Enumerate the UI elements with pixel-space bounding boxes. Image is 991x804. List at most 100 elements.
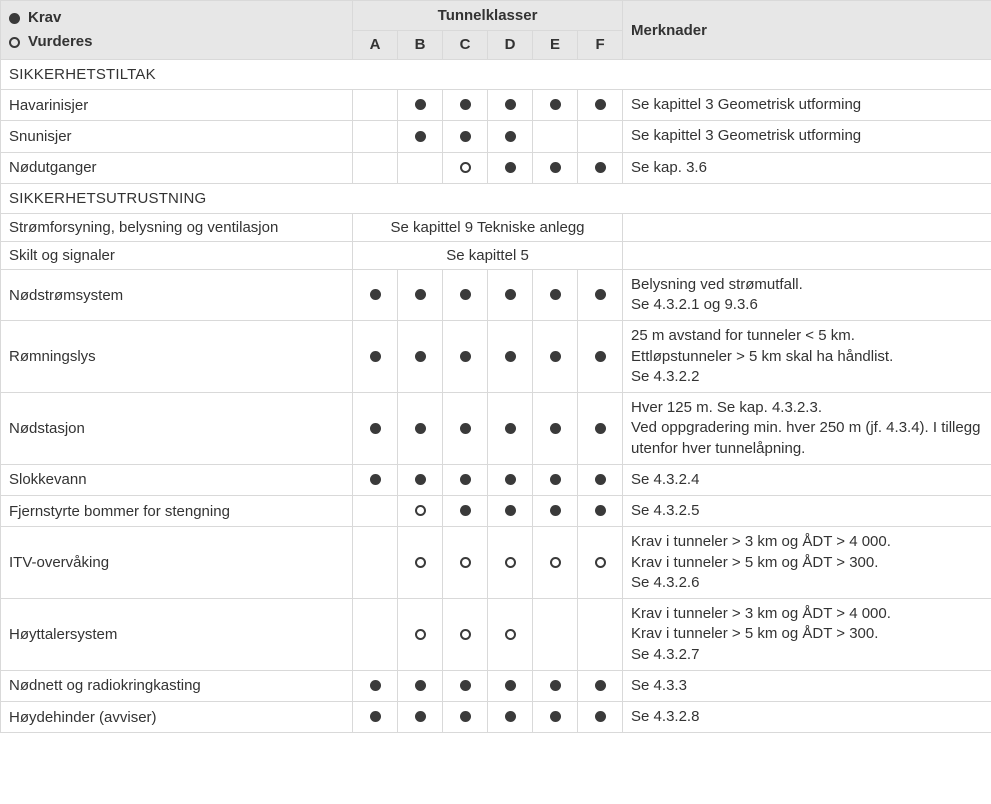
symbol-cell bbox=[443, 269, 488, 321]
row-label: ITV-overvåking bbox=[1, 527, 353, 599]
col-A: A bbox=[353, 30, 398, 60]
filled-dot-icon bbox=[460, 474, 471, 485]
symbol-cell bbox=[533, 527, 578, 599]
table-row: Nødnett og radiokringkasting Se 4.3.3 bbox=[1, 670, 991, 701]
row-note: Se 4.3.2.5 bbox=[623, 496, 991, 527]
filled-dot-icon bbox=[550, 351, 561, 362]
table-row: SnunisjerSe kapittel 3 Geometrisk utform… bbox=[1, 121, 991, 152]
row-label: Høydehinder (avviser) bbox=[1, 702, 353, 733]
row-span-text: Se kapittel 9 Tekniske anlegg bbox=[353, 213, 623, 241]
symbol-cell bbox=[533, 599, 578, 671]
open-dot-icon bbox=[9, 37, 20, 48]
filled-dot-icon bbox=[505, 99, 516, 110]
section-label: SIKKERHETSUTRUSTNING bbox=[1, 183, 991, 213]
filled-dot-icon bbox=[370, 289, 381, 300]
symbol-cell bbox=[533, 269, 578, 321]
symbol-cell bbox=[353, 152, 398, 183]
symbol-cell bbox=[488, 269, 533, 321]
row-label: Nødstasjon bbox=[1, 393, 353, 465]
symbol-cell bbox=[353, 90, 398, 121]
symbol-cell bbox=[488, 321, 533, 393]
symbol-cell bbox=[578, 393, 623, 465]
symbol-cell bbox=[398, 269, 443, 321]
filled-dot-icon bbox=[505, 680, 516, 691]
filled-dot-icon bbox=[505, 131, 516, 142]
filled-dot-icon bbox=[415, 474, 426, 485]
filled-dot-icon bbox=[595, 289, 606, 300]
symbol-cell bbox=[443, 121, 488, 152]
open-dot-icon bbox=[460, 557, 471, 568]
filled-dot-icon bbox=[505, 289, 516, 300]
symbol-cell bbox=[578, 599, 623, 671]
symbol-cell bbox=[578, 90, 623, 121]
open-dot-icon bbox=[415, 557, 426, 568]
symbol-cell bbox=[533, 90, 578, 121]
symbol-cell bbox=[578, 464, 623, 495]
row-label: Snunisjer bbox=[1, 121, 353, 152]
symbol-cell bbox=[443, 670, 488, 701]
symbol-cell bbox=[353, 393, 398, 465]
filled-dot-icon bbox=[550, 289, 561, 300]
symbol-cell bbox=[353, 269, 398, 321]
table-row: Skilt og signalerSe kapittel 5 bbox=[1, 241, 991, 269]
symbol-cell bbox=[488, 90, 533, 121]
symbol-cell bbox=[398, 496, 443, 527]
row-note: Se 4.3.2.4 bbox=[623, 464, 991, 495]
filled-dot-icon bbox=[550, 680, 561, 691]
symbol-cell bbox=[398, 464, 443, 495]
table-row: HavarinisjerSe kapittel 3 Geometrisk utf… bbox=[1, 90, 991, 121]
symbol-cell bbox=[533, 152, 578, 183]
symbol-cell bbox=[353, 670, 398, 701]
symbol-cell bbox=[443, 527, 488, 599]
filled-dot-icon bbox=[550, 423, 561, 434]
row-note: Krav i tunneler > 3 km og ÅDT > 4 000.Kr… bbox=[623, 527, 991, 599]
section-label: SIKKERHETSTILTAK bbox=[1, 60, 991, 90]
row-label: Nødnett og radiokringkasting bbox=[1, 670, 353, 701]
filled-dot-icon bbox=[415, 680, 426, 691]
filled-dot-icon bbox=[505, 423, 516, 434]
row-label: Slokkevann bbox=[1, 464, 353, 495]
symbol-cell bbox=[578, 702, 623, 733]
tunnel-class-table: Krav Vurderes Tunnelklasser Merknader A … bbox=[0, 0, 991, 733]
filled-dot-icon bbox=[415, 289, 426, 300]
table-row: Strømforsyning, belysning og ventilasjon… bbox=[1, 213, 991, 241]
row-note bbox=[623, 241, 991, 269]
filled-dot-icon bbox=[415, 351, 426, 362]
row-label: Skilt og signaler bbox=[1, 241, 353, 269]
symbol-cell bbox=[533, 464, 578, 495]
table-header: Krav Vurderes Tunnelklasser Merknader A … bbox=[1, 1, 991, 60]
filled-dot-icon bbox=[415, 131, 426, 142]
filled-dot-icon bbox=[460, 505, 471, 516]
filled-dot-icon bbox=[550, 162, 561, 173]
legend-cell: Krav Vurderes bbox=[1, 1, 353, 60]
symbol-cell bbox=[488, 464, 533, 495]
row-label: Fjernstyrte bommer for stengning bbox=[1, 496, 353, 527]
legend-vurderes: Vurderes bbox=[9, 30, 344, 54]
symbol-cell bbox=[398, 599, 443, 671]
filled-dot-icon bbox=[595, 474, 606, 485]
filled-dot-icon bbox=[415, 423, 426, 434]
symbol-cell bbox=[443, 702, 488, 733]
symbol-cell bbox=[443, 152, 488, 183]
header-tunnelklasser: Tunnelklasser bbox=[353, 1, 623, 31]
symbol-cell bbox=[488, 670, 533, 701]
open-dot-icon bbox=[505, 629, 516, 640]
filled-dot-icon bbox=[505, 474, 516, 485]
table-row: Rømningslys25 m avstand for tunneler < 5… bbox=[1, 321, 991, 393]
symbol-cell bbox=[398, 321, 443, 393]
legend-krav-label: Krav bbox=[28, 6, 61, 30]
symbol-cell bbox=[578, 152, 623, 183]
filled-dot-icon bbox=[460, 99, 471, 110]
symbol-cell bbox=[488, 496, 533, 527]
filled-dot-icon bbox=[460, 131, 471, 142]
row-note: Se 4.3.3 bbox=[623, 670, 991, 701]
row-note bbox=[623, 213, 991, 241]
symbol-cell bbox=[398, 121, 443, 152]
open-dot-icon bbox=[460, 162, 471, 173]
filled-dot-icon bbox=[505, 351, 516, 362]
symbol-cell bbox=[398, 702, 443, 733]
symbol-cell bbox=[353, 464, 398, 495]
symbol-cell bbox=[353, 321, 398, 393]
symbol-cell bbox=[488, 702, 533, 733]
symbol-cell bbox=[533, 702, 578, 733]
